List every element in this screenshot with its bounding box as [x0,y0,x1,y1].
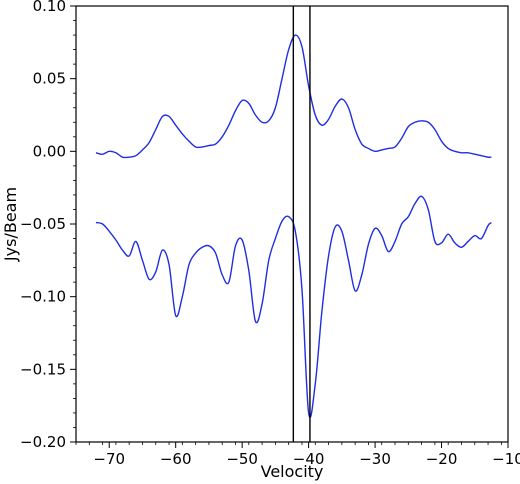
y-tick-label: −0.05 [20,215,66,233]
plot-lines [95,34,492,419]
x-axis-title: Velocity [261,462,324,481]
plot-frame [75,5,509,443]
x-tick-label: −30 [359,450,391,468]
x-tick-label: −20 [426,450,458,468]
y-axis-title: Jys/Beam [1,187,20,262]
y-tick-label: 0.00 [33,142,66,160]
x-axis-ticks: −70 −60 −50 −40 −30 −20 −10 [75,442,520,468]
y-axis-ticks: −0.20 −0.15 −0.10 −0.05 0.00 0.05 0.10 [20,0,76,451]
y-tick-label: −0.10 [20,288,66,306]
y-tick-label: −0.20 [20,433,66,451]
x-tick-label: −70 [93,450,125,468]
x-tick-label: −10 [492,450,520,468]
y-tick-label: 0.10 [33,0,66,15]
spectrum-series-line-2 [95,195,492,419]
marker-vertical-lines [292,6,311,442]
x-tick-label: −40 [293,450,325,468]
spectrum-series-line-1 [95,34,492,159]
y-tick-label: −0.15 [20,360,66,378]
x-tick-label: −50 [226,450,258,468]
y-tick-label: 0.05 [33,70,66,88]
x-tick-label: −60 [160,450,192,468]
